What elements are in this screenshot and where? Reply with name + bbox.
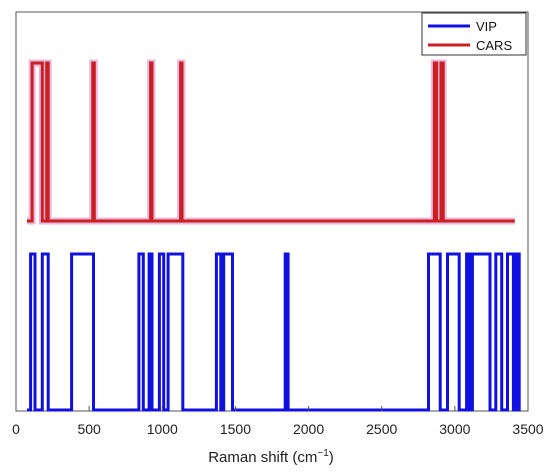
x-axis-label-text: Raman shift (cm	[208, 449, 317, 466]
x-tick-label: 3500	[512, 421, 543, 437]
x-tick-label: 0	[12, 421, 20, 437]
series-layer	[27, 59, 521, 412]
series-line-vip	[27, 252, 521, 412]
x-tick-label: 1500	[220, 421, 251, 437]
x-axis-label: Raman shift (cm−1)	[208, 448, 334, 466]
legend-box	[421, 12, 527, 56]
legend: VIP CARS	[421, 12, 527, 56]
x-tick-label: 2500	[366, 421, 397, 437]
x-tick-label: 3000	[439, 421, 470, 437]
x-tick-label: 2000	[293, 421, 324, 437]
series-line-cars	[27, 61, 515, 223]
legend-label-cars: CARS	[476, 38, 512, 53]
x-axis-ticks: 0 500 1000 1500 2000 2500 3000 3500	[12, 406, 544, 437]
x-tick-label: 500	[77, 421, 101, 437]
legend-label-vip: VIP	[476, 19, 497, 34]
x-axis-label-close: )	[329, 449, 334, 466]
x-axis-label-superscript: −1	[317, 448, 329, 459]
x-tick-label: 1000	[147, 421, 178, 437]
